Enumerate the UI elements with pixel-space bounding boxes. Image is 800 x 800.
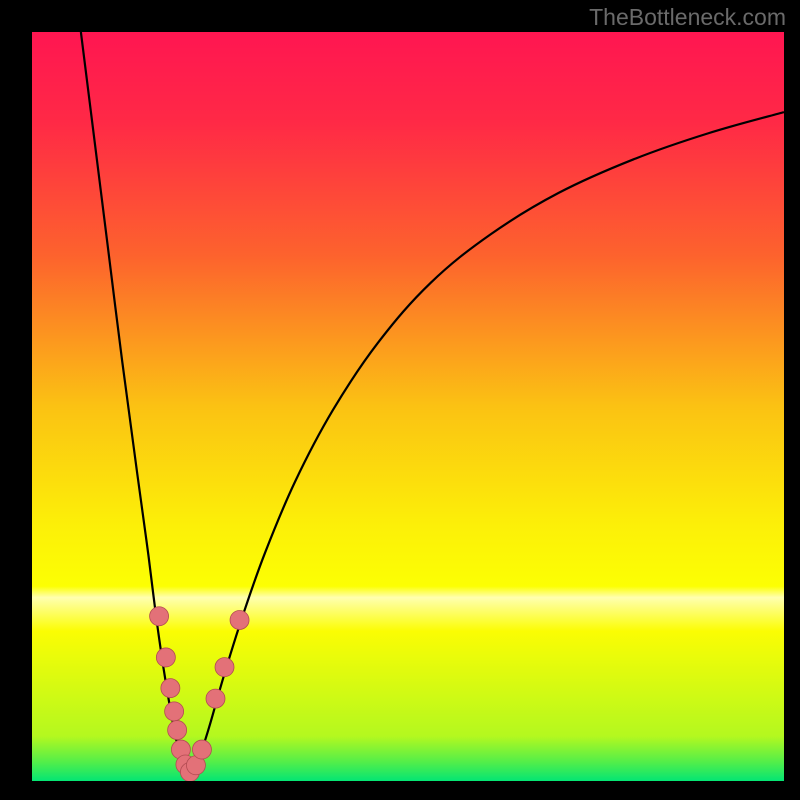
data-marker <box>156 648 175 667</box>
data-marker <box>215 658 234 677</box>
data-marker <box>192 740 211 759</box>
data-marker <box>206 689 225 708</box>
data-marker <box>161 679 180 698</box>
watermark-text: TheBottleneck.com <box>589 4 786 31</box>
curve-right-branch <box>188 112 784 776</box>
plot-area <box>32 32 784 781</box>
data-marker <box>150 607 169 626</box>
marker-group <box>150 607 249 781</box>
data-marker <box>168 721 187 740</box>
data-marker <box>165 702 184 721</box>
chart-container: TheBottleneck.com <box>0 0 800 800</box>
curve-layer <box>32 32 784 781</box>
data-marker <box>230 610 249 629</box>
